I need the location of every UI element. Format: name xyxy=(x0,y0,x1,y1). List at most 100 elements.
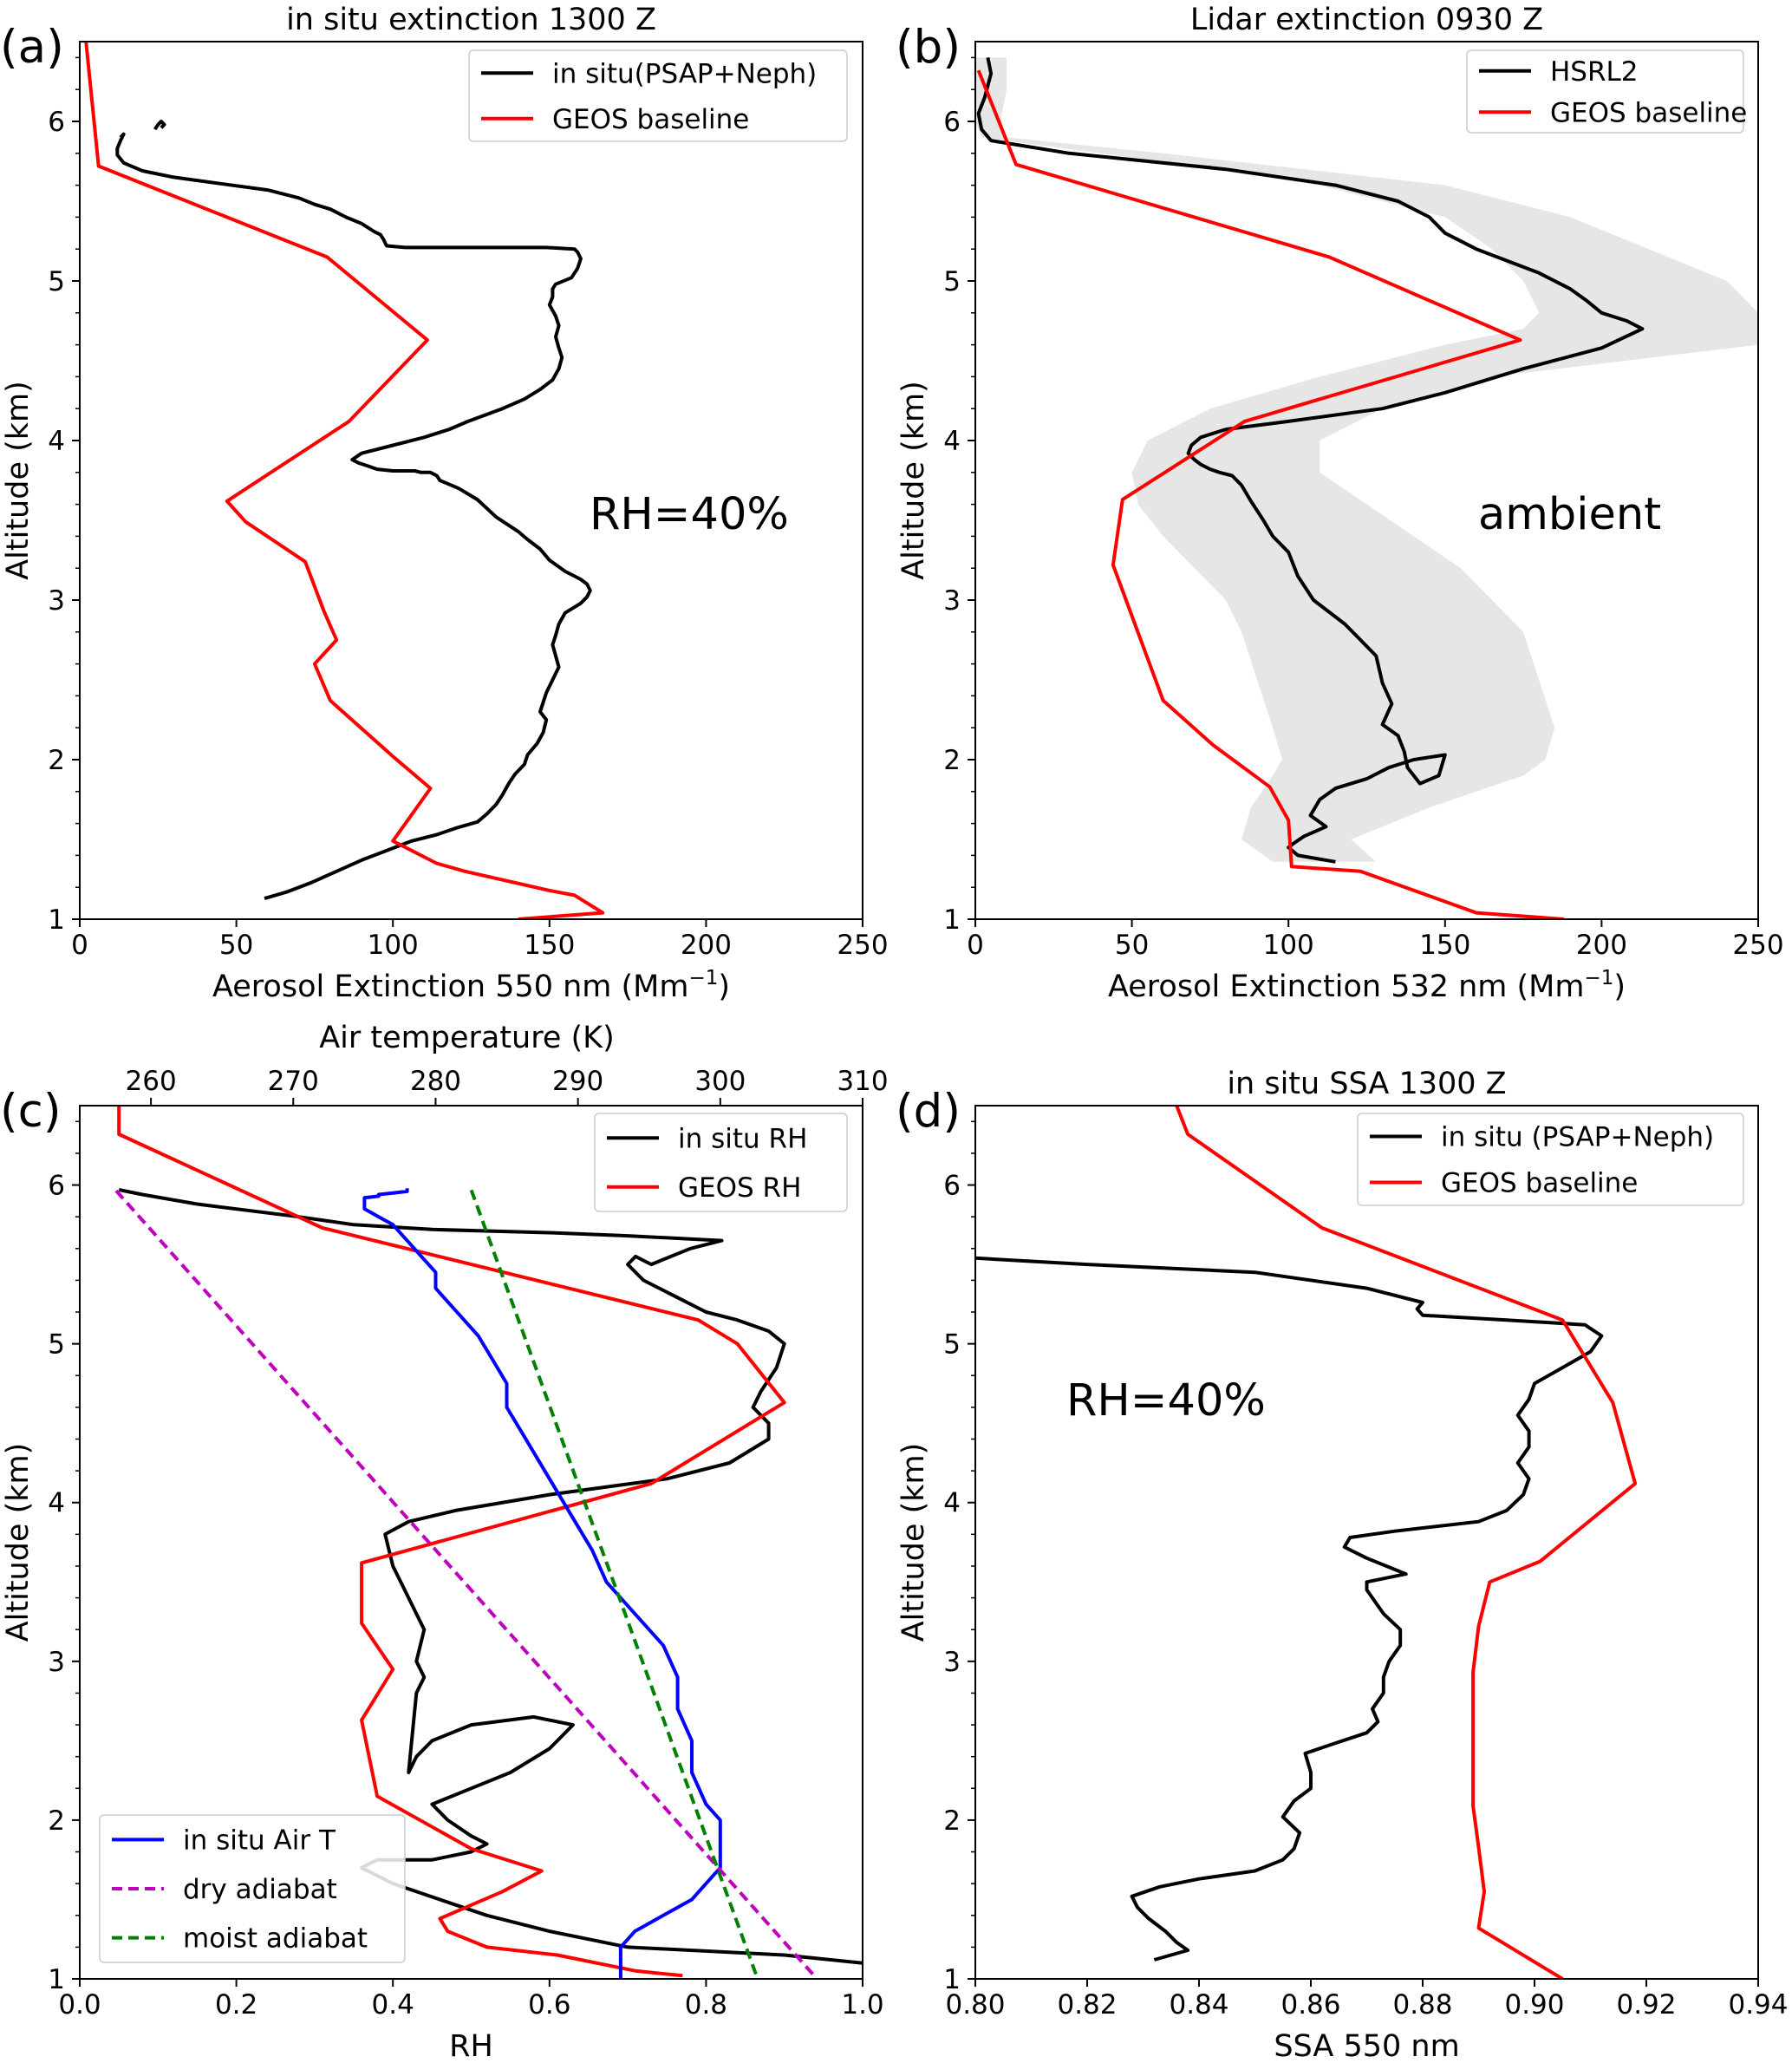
legend-label: moist adiabat xyxy=(183,1923,368,1955)
series-hsrl2 xyxy=(976,57,1645,864)
x-tick-label: 200 xyxy=(681,930,732,961)
x-tick-label: 50 xyxy=(1115,930,1149,961)
y-tick-label: 3 xyxy=(943,1647,961,1678)
x-tick-label: 0.8 xyxy=(685,1989,727,2021)
x-tick-label: 0.80 xyxy=(945,1989,1005,2021)
plot-area xyxy=(84,42,605,919)
axes-frame xyxy=(79,41,863,920)
y-tick-label: 4 xyxy=(48,1488,65,1519)
legend-label: GEOS baseline xyxy=(552,104,749,135)
top-x-tick-label: 280 xyxy=(410,1066,461,1097)
y-tick-label: 2 xyxy=(943,745,961,776)
y-tick-label: 5 xyxy=(48,1329,65,1361)
top-x-tick-label: 300 xyxy=(694,1066,746,1097)
y-tick-label: 5 xyxy=(943,266,961,297)
y-tick-label: 2 xyxy=(48,1805,65,1837)
annotation-label: RH=40% xyxy=(590,489,789,540)
x-tick-label: 0.94 xyxy=(1728,1989,1788,2021)
legend-label: dry adiabat xyxy=(183,1874,337,1905)
y-tick-label: 5 xyxy=(48,266,65,297)
x-tick-label: 150 xyxy=(524,930,575,961)
y-tick-label: 1 xyxy=(48,1964,65,1995)
y-tick-label: 4 xyxy=(943,1488,961,1519)
y-axis-label: Altitude (km) xyxy=(896,1443,931,1642)
series-fragment-2 xyxy=(153,120,166,131)
x-tick-label: 0 xyxy=(71,930,88,961)
y-tick-label: 5 xyxy=(943,1329,961,1361)
y-tick-label: 4 xyxy=(48,426,65,457)
y-tick-label: 1 xyxy=(943,1964,961,1995)
x-tick-label: 50 xyxy=(219,930,253,961)
y-tick-label: 1 xyxy=(943,904,961,936)
series-in-situ-air-t xyxy=(362,1188,722,1979)
panel-b: 0 50 100 150 200 250 1 2 3 4 5 6 Aerosol Extinction … xyxy=(896,3,1784,1004)
x-tick-label: 150 xyxy=(1419,930,1470,961)
y-tick-label: 3 xyxy=(48,1647,65,1678)
y-tick-label: 1 xyxy=(48,904,65,936)
series-dry-adiabat xyxy=(114,1188,814,1975)
series-geos-baseline xyxy=(84,42,605,919)
x-tick-label: 0.88 xyxy=(1392,1989,1452,2021)
series-in-situ-psap-neph xyxy=(975,1256,1604,1962)
series-geos-baseline xyxy=(1175,1106,1638,1979)
x-axis-label: RH xyxy=(449,2029,493,2063)
panel-label: (b) xyxy=(896,21,961,74)
series-geos-baseline xyxy=(976,69,1565,919)
annotation-label: RH=40% xyxy=(1066,1375,1266,1426)
legend-label: GEOS RH xyxy=(678,1172,801,1204)
chart-title: Lidar extinction 0930 Z xyxy=(1190,3,1543,37)
legend-label: GEOS baseline xyxy=(1441,1168,1638,1199)
x-axis-label: Aerosol Extinction 532 nm (Mm−1) xyxy=(1108,967,1626,1004)
x-tick-label: 100 xyxy=(368,930,419,961)
legend-label: GEOS baseline xyxy=(1550,97,1747,128)
annotation-label: ambient xyxy=(1478,489,1661,540)
panel-d: 0.80 0.82 0.84 0.86 0.88 0.90 0.92 0.94 1 2 3 4 5 6 SS… xyxy=(896,1067,1789,2063)
legend-label: in situ RH xyxy=(678,1123,807,1154)
x-tick-label: 1.0 xyxy=(841,1989,883,2021)
x-tick-label: 200 xyxy=(1576,930,1627,961)
legend-label: HSRL2 xyxy=(1550,56,1639,88)
panel-a: 0 50 100 150 200 250 1 2 3 4 5 6 Aerosol Extinction … xyxy=(0,3,889,1004)
series-moist-adiabat xyxy=(469,1189,758,1975)
top-x-tick-label: 270 xyxy=(268,1066,319,1097)
x-tick-label: 0.84 xyxy=(1169,1989,1228,2021)
y-axis-label: Altitude (km) xyxy=(896,381,931,580)
series-geos-rh xyxy=(117,1106,786,1978)
legend-box xyxy=(468,49,848,142)
x-tick-label: 0.2 xyxy=(215,1989,257,2021)
y-tick-label: 6 xyxy=(943,107,961,138)
legend-label: in situ Air T xyxy=(183,1825,336,1856)
plot-area xyxy=(975,57,1758,919)
x-tick-label: 0.82 xyxy=(1057,1989,1117,2021)
chart-title: in situ extinction 1300 Z xyxy=(286,3,656,37)
x-tick-label: 250 xyxy=(1732,930,1783,961)
axes-frame xyxy=(974,41,1759,920)
legend-box xyxy=(99,1814,406,1963)
y-tick-label: 6 xyxy=(48,107,65,138)
x-tick-label: 0 xyxy=(967,930,984,961)
y-tick-label: 6 xyxy=(48,1171,65,1202)
x-tick-label: 250 xyxy=(837,930,888,961)
plot-area xyxy=(975,1106,1638,1979)
legend-label: in situ (PSAP+Neph) xyxy=(1441,1122,1714,1153)
y-axis-label: Altitude (km) xyxy=(1,1443,36,1642)
y-tick-label: 2 xyxy=(48,745,65,776)
x-tick-label: 100 xyxy=(1263,930,1314,961)
panel-label: (c) xyxy=(0,1085,62,1138)
panel-label: (a) xyxy=(0,21,64,74)
top-axis-label: Air temperature (K) xyxy=(319,1021,615,1055)
top-x-tick-label: 310 xyxy=(837,1066,888,1097)
x-axis-label: Aerosol Extinction 550 nm (Mm−1) xyxy=(212,967,730,1004)
y-tick-label: 2 xyxy=(943,1805,961,1837)
axes-frame xyxy=(974,1105,1759,1980)
top-x-tick-label: 290 xyxy=(552,1066,603,1097)
x-tick-label: 0.4 xyxy=(372,1989,414,2021)
plot-area xyxy=(114,1106,863,1979)
axes-frame xyxy=(79,1105,863,1980)
y-tick-label: 6 xyxy=(943,1171,961,1202)
x-tick-label: 0.90 xyxy=(1504,1989,1564,2021)
legend-box xyxy=(1357,1113,1744,1206)
x-tick-label: 0.86 xyxy=(1280,1989,1340,2021)
legend-label: in situ(PSAP+Neph) xyxy=(552,58,817,89)
